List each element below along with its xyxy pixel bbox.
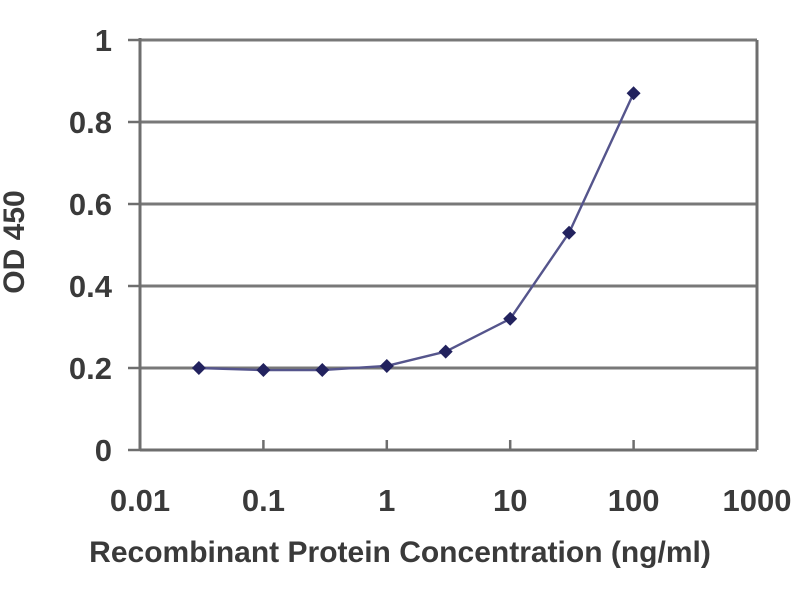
gridlines: [140, 38, 757, 452]
y-tick-marks: [128, 38, 140, 452]
y-tick-label-1: 1: [95, 23, 112, 58]
x-tick-label-1000: 1000: [723, 483, 792, 518]
data-point-1ngml: [379, 358, 394, 373]
data-point-3ngml: [438, 344, 453, 359]
y-tick-label-0.8: 0.8: [69, 105, 112, 140]
y-tick-label-0.2: 0.2: [69, 351, 112, 386]
y-tick-label-0.6: 0.6: [69, 187, 112, 222]
x-tick-label-0.01: 0.01: [110, 483, 170, 518]
y-axis-title: OD 450: [0, 190, 31, 293]
data-point-0.3ngml: [315, 363, 330, 378]
data-point-100ngml: [626, 86, 641, 101]
data-point-0.03ngml: [191, 361, 206, 375]
data-point-10ngml: [503, 311, 518, 326]
y-tick-labels: 0 0.2 0.4 0.6 0.8 1: [69, 23, 113, 468]
data-point-0.1ngml: [256, 363, 271, 378]
x-tick-marks: [138, 440, 759, 450]
data-point-markers: [191, 86, 641, 378]
series-line: [198, 92, 635, 372]
y-tick-label-0: 0: [95, 433, 112, 468]
data-point-30ngml: [562, 225, 577, 240]
x-tick-label-10: 10: [493, 483, 527, 518]
y-tick-label-0.4: 0.4: [69, 269, 113, 304]
x-tick-label-100: 100: [608, 483, 660, 518]
axes: [138, 38, 759, 452]
x-axis-title: Recombinant Protein Concentration (ng/ml…: [89, 536, 711, 569]
x-tick-labels: 0.01 0.1 1 10 100 1000: [110, 483, 792, 518]
x-tick-label-1: 1: [378, 483, 395, 518]
x-tick-label-0.1: 0.1: [242, 483, 285, 518]
